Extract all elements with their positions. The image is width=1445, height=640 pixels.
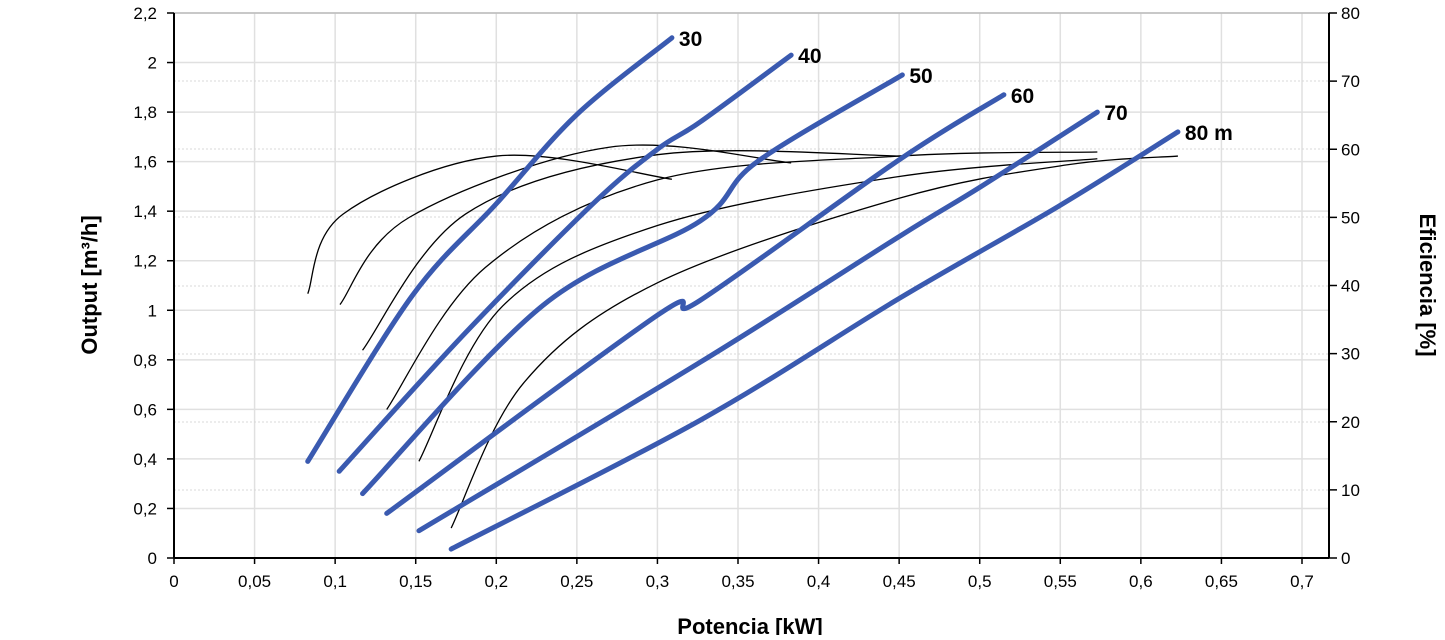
series-label: 40	[798, 45, 821, 68]
x-tick-label: 0,7	[1290, 572, 1314, 591]
output-curve	[384, 92, 1007, 516]
x-tick-label: 0,65	[1205, 572, 1238, 591]
y2-axis-label: Eficiencia [%]	[1415, 213, 1440, 356]
x-tick-label: 0,35	[721, 572, 754, 591]
y2-tick-label: 80	[1341, 4, 1360, 23]
x-tick-label: 0,6	[1129, 572, 1153, 591]
y-tick-label: 1,8	[133, 103, 157, 122]
y2-tick-label: 0	[1341, 549, 1350, 568]
series-label: 50	[909, 65, 932, 88]
y-tick-label: 0,6	[133, 400, 157, 419]
x-tick-label: 0,45	[883, 572, 916, 591]
y-tick-label: 2,2	[133, 4, 157, 23]
efficiency-curve	[418, 158, 1098, 462]
y2-tick-label: 30	[1341, 345, 1360, 364]
y-axis-label: Output [m³/h]	[77, 215, 102, 354]
y2-tick-label: 40	[1341, 277, 1360, 296]
series-label: 80 m	[1185, 122, 1233, 145]
y-tick-label: 0,8	[133, 351, 157, 370]
x-axis-label: Potencia [kW]	[677, 614, 822, 635]
axes: 0 0,05 0,1 0,15 0,2 0,25 0,3 0,35 0,4 0,45 0,5 0,55…	[133, 4, 1360, 591]
x-tick-label: 0,4	[807, 572, 831, 591]
y-tick-label: 1,2	[133, 252, 157, 271]
output-curves: 30 40 50 60 70 80 m	[305, 28, 1233, 552]
output-curve	[416, 109, 1100, 534]
x-tick-label: 0,3	[646, 572, 670, 591]
efficiency-curve	[307, 154, 673, 294]
x-tick-label: 0,25	[560, 572, 593, 591]
efficiency-curve	[450, 155, 1178, 529]
y2-tick-label: 10	[1341, 481, 1360, 500]
x-tick-label: 0,15	[399, 572, 432, 591]
y-tick-label: 1,6	[133, 153, 157, 172]
series-label: 70	[1104, 102, 1127, 125]
output-curve	[360, 72, 905, 497]
y-tick-label: 0,4	[133, 450, 157, 469]
x-tick-label: 0,55	[1044, 572, 1077, 591]
y2-tick-label: 70	[1341, 72, 1360, 91]
output-curve	[448, 129, 1181, 552]
efficiency-curve	[386, 151, 1098, 410]
y2-tick-label: 60	[1341, 140, 1360, 159]
x-tick-label: 0,2	[484, 572, 508, 591]
y-tick-label: 0,2	[133, 499, 157, 518]
series-label: 30	[679, 28, 702, 51]
x-tick-label: 0,05	[238, 572, 271, 591]
y-tick-label: 1	[148, 301, 157, 320]
y2-tick-label: 20	[1341, 413, 1360, 432]
series-label: 60	[1011, 85, 1034, 108]
y-tick-label: 2	[148, 54, 157, 73]
x-tick-label: 0	[169, 572, 178, 591]
y-tick-label: 0	[148, 549, 157, 568]
output-curve	[305, 35, 675, 464]
efficiency-curve	[339, 144, 792, 305]
output-curve	[336, 52, 794, 474]
x-tick-label: 0,5	[968, 572, 992, 591]
y-tick-label: 1,4	[133, 202, 157, 221]
efficiency-curve	[362, 150, 903, 351]
x-tick-label: 0,1	[323, 572, 347, 591]
grid	[174, 12, 1329, 558]
y2-tick-label: 50	[1341, 208, 1360, 227]
